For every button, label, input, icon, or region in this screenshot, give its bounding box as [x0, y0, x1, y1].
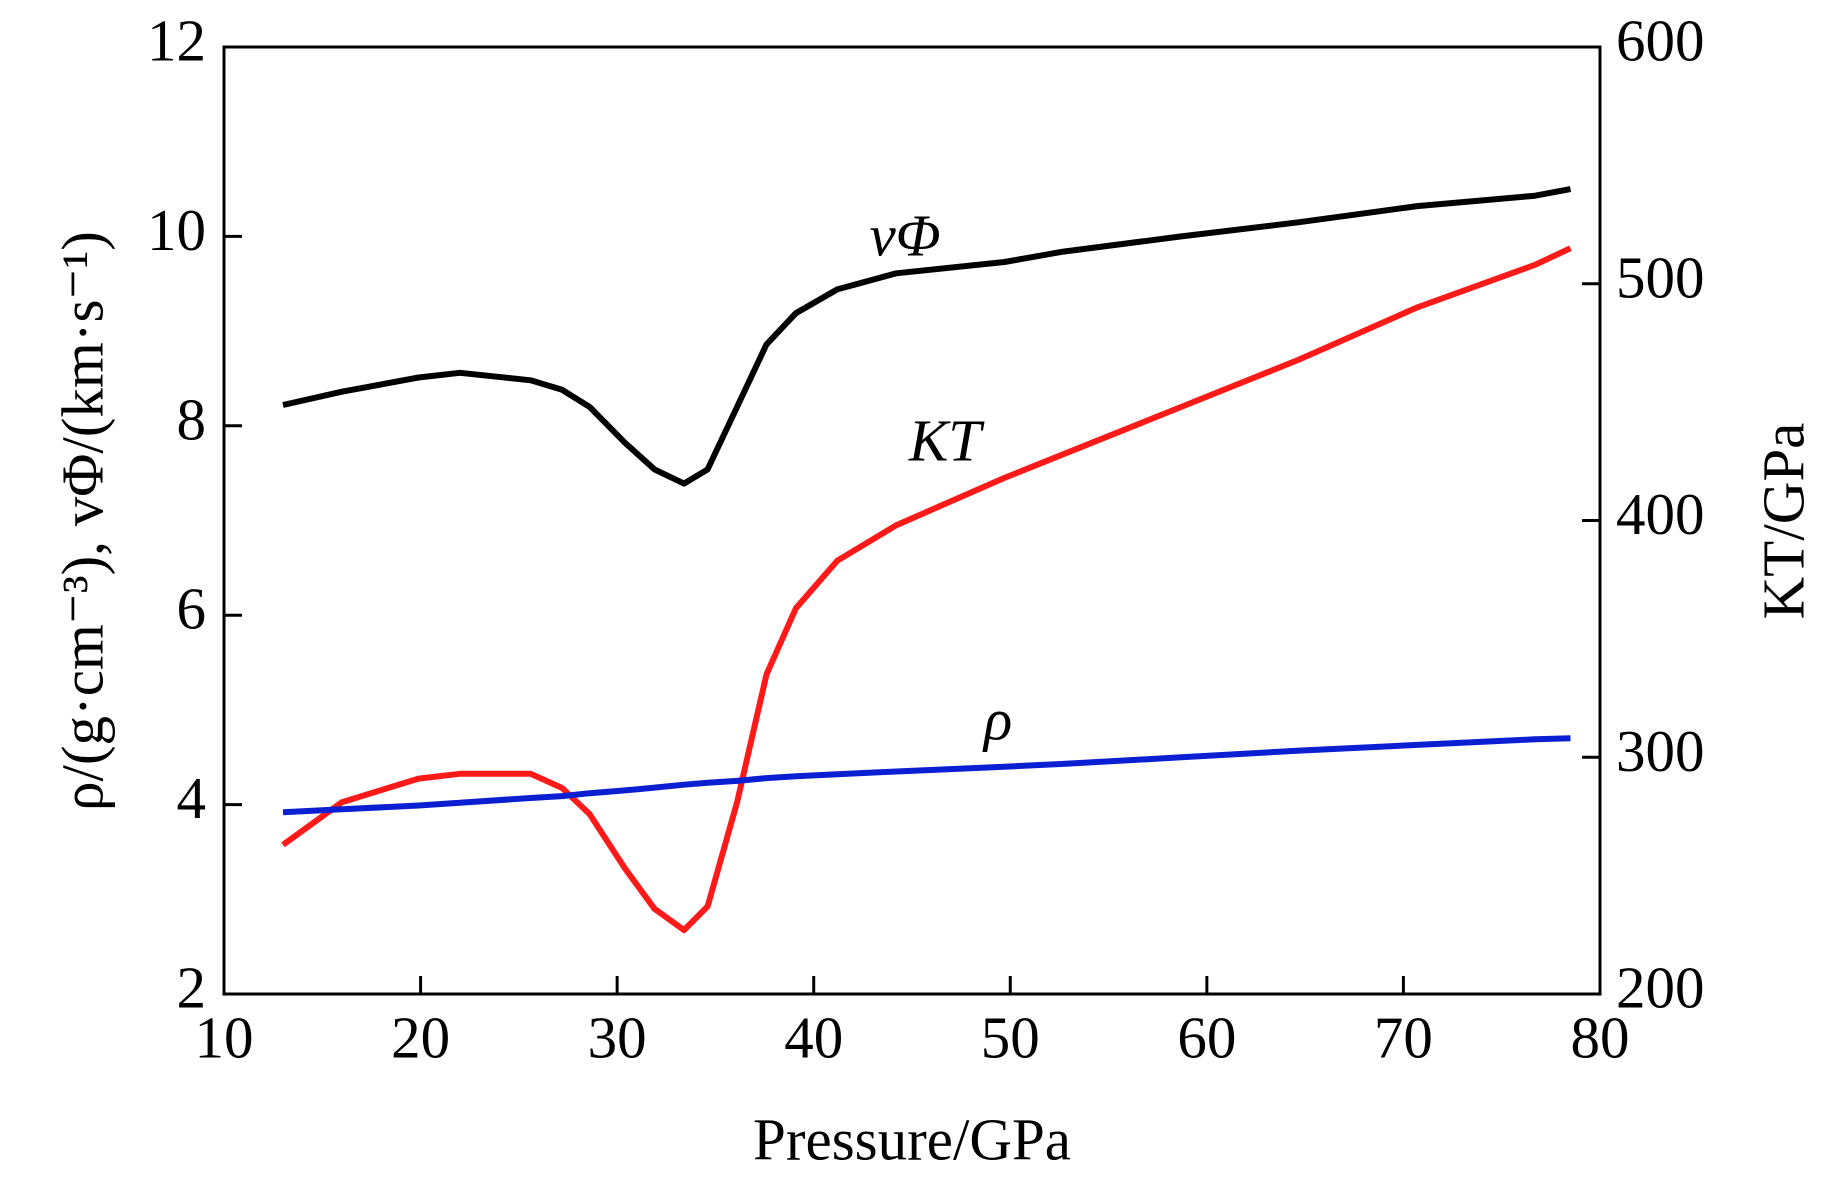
- y-tick-label: 4: [177, 765, 207, 831]
- series-line: [282, 186, 1572, 487]
- x-tick-label: 50: [981, 1005, 1040, 1071]
- x-axis-title: Pressure/GPa: [753, 1107, 1071, 1173]
- series-label: KT: [908, 408, 985, 474]
- series-label: vΦ: [869, 203, 940, 269]
- y-tick-label: 12: [147, 8, 206, 74]
- series-line: [282, 735, 1571, 816]
- x-tick-label: 20: [391, 1005, 450, 1071]
- x-tick-label: 40: [784, 1005, 843, 1071]
- y-axis-title: ρ/(g·cm⁻³), vΦ/(km·s⁻¹): [50, 231, 116, 811]
- x-tick-label: 80: [1571, 1005, 1630, 1071]
- y-tick-label: 2: [177, 955, 207, 1021]
- x-tick-label: 30: [588, 1005, 647, 1071]
- y2-axis-title: KT/GPa: [1751, 423, 1817, 620]
- y-tick-label: 6: [177, 576, 207, 642]
- y2-tick-label: 200: [1616, 955, 1705, 1021]
- y-tick-label: 10: [147, 197, 206, 263]
- y2-tick-label: 300: [1616, 718, 1705, 784]
- series-line: [281, 245, 1572, 934]
- y-tick-label: 8: [177, 386, 207, 452]
- y2-tick-label: 400: [1616, 481, 1705, 547]
- x-tick-label: 70: [1374, 1005, 1433, 1071]
- y2-tick-label: 600: [1616, 8, 1705, 74]
- x-tick-label: 10: [195, 1005, 254, 1071]
- series-label: ρ: [982, 687, 1012, 753]
- y2-tick-label: 500: [1616, 244, 1705, 310]
- x-tick-label: 60: [1177, 1005, 1236, 1071]
